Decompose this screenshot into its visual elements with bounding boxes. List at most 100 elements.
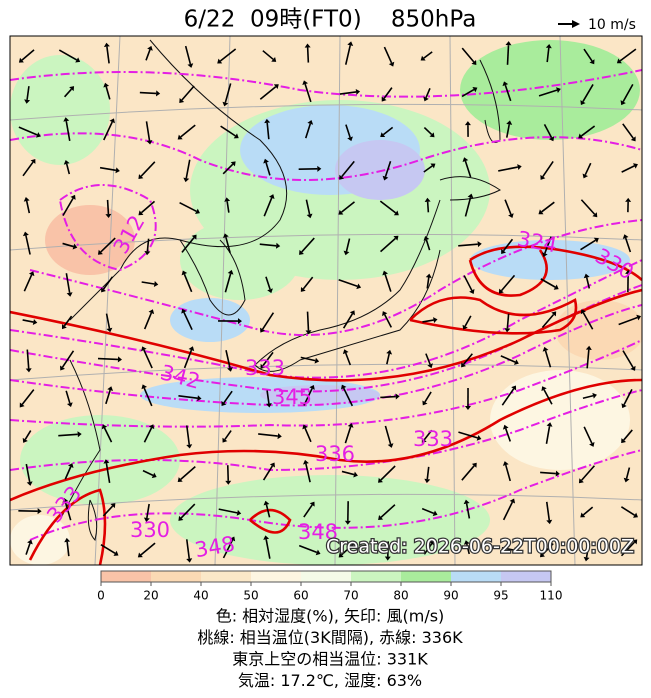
wind-arrow-head — [540, 552, 545, 558]
contour-label: 333 — [413, 427, 453, 451]
wind-arrow-head — [64, 537, 71, 543]
wind-arrow-head — [636, 314, 642, 321]
wind-arrow-shaft — [383, 46, 393, 64]
wind-arrow-head — [309, 384, 315, 390]
wind-arrow-head — [423, 236, 430, 241]
caption-line: 東京上空の相当温位: 331K — [232, 650, 428, 669]
wind-arrow-head — [393, 235, 399, 241]
wind-arrow-head — [177, 477, 183, 483]
wind-arrow-shaft — [338, 278, 358, 288]
wind-arrow-head — [622, 234, 629, 239]
wind-arrow-shaft — [63, 315, 73, 327]
wind-arrow-head — [115, 167, 120, 174]
wind-arrow-shaft — [341, 542, 355, 556]
wind-arrow-shaft — [25, 200, 31, 214]
wind-arrow-head — [471, 462, 477, 468]
wind-arrow-head — [508, 213, 514, 219]
wind-arrow-head — [433, 317, 438, 323]
wind-arrow-shaft — [143, 312, 153, 330]
wind-arrow-shaft — [25, 463, 31, 483]
wind-arrow-shaft — [58, 49, 78, 61]
wind-arrow-shaft — [502, 238, 514, 252]
wind-arrow-head — [35, 132, 41, 138]
caption: 色: 相対湿度(%), 矢印: 風(m/s) 桃線: 相当温位(3K間隔), 赤線… — [197, 607, 463, 691]
wind-arrow-head — [225, 480, 232, 485]
wind-arrow-head — [580, 100, 586, 106]
wind-arrow-head — [632, 539, 638, 545]
wind-arrow-shaft — [224, 83, 232, 103]
wind-arrow-head — [197, 395, 202, 402]
wind-arrow-shaft — [303, 388, 313, 406]
colorbar-segment — [501, 571, 551, 582]
wind-arrow-head — [422, 400, 428, 406]
wind-arrow-head — [260, 327, 266, 333]
wind-arrow-head — [580, 512, 586, 518]
wind-arrow-head — [548, 136, 555, 142]
colorbar-tick-label: 95 — [493, 589, 508, 603]
wind-arrow-shaft — [99, 166, 117, 172]
wind-arrow-head — [105, 213, 112, 219]
colorbar-tick-label: 110 — [540, 589, 563, 603]
wind-arrow-shaft — [301, 237, 315, 253]
wind-arrow-head — [67, 463, 74, 468]
wind-arrow-shaft — [302, 276, 314, 290]
wind-arrow-head — [144, 250, 151, 256]
wind-arrow-head — [356, 283, 362, 290]
caption-line: 気温: 17.2℃, 湿度: 63% — [238, 671, 422, 690]
wind-arrow-head — [355, 88, 361, 95]
wind-arrow-head — [60, 365, 66, 371]
wind-arrow-head — [186, 558, 193, 563]
wind-arrow-head — [469, 289, 475, 294]
graticule — [10, 36, 642, 565]
wind-arrow-shaft — [540, 471, 556, 475]
wind-arrow-shaft — [306, 311, 310, 331]
wind-arrow-shaft — [542, 543, 554, 555]
wind-arrow-head — [585, 345, 592, 351]
wind-arrow-head — [69, 86, 75, 92]
wind-arrow-shaft — [580, 465, 596, 481]
wind-arrow-shaft — [222, 163, 234, 175]
wind-arrow-head — [25, 368, 32, 373]
wind-arrow-shaft — [298, 544, 318, 554]
wind-arrow-head — [269, 462, 275, 468]
wind-arrow-shaft — [259, 86, 277, 100]
wind-arrow-head — [227, 367, 233, 372]
wind-arrow-shaft — [464, 197, 472, 217]
wind-arrow-shaft — [64, 501, 72, 521]
wind-arrow-shaft — [383, 87, 393, 99]
wind-arrow-head — [384, 556, 391, 561]
wind-arrow-shaft — [423, 165, 433, 173]
wind-arrow-head — [513, 359, 519, 365]
wind-arrow-head — [464, 406, 471, 411]
wind-arrow-head — [471, 60, 477, 65]
wind-arrow-head — [347, 136, 353, 142]
wind-arrow-shaft — [504, 199, 512, 215]
credit: Created: 2026-06-22T00:00:00Z — [326, 536, 634, 558]
wind-arrow-shaft — [544, 350, 552, 368]
wind-arrow-head — [222, 101, 229, 107]
colorbar-tick-label: 70 — [343, 589, 358, 603]
336k-line — [10, 245, 642, 565]
wind-arrow-head — [26, 481, 33, 486]
wind-arrow-shaft — [423, 543, 433, 555]
wind-arrow-head — [589, 441, 595, 447]
wind-arrow-head — [191, 234, 197, 240]
colorbar-segment — [301, 571, 351, 582]
wind-arrow-head — [477, 241, 482, 248]
wind-arrow-shaft — [582, 312, 594, 330]
wind-arrow-head — [509, 498, 516, 504]
contour-label: 333 — [245, 356, 285, 380]
wind-arrow-head — [263, 158, 269, 164]
wind-arrow-head — [380, 132, 386, 138]
wind-arrow-head — [353, 471, 358, 478]
wind-arrow-head — [186, 444, 193, 449]
wind-arrow-head — [395, 393, 400, 400]
wind-arrow-head — [195, 208, 200, 214]
wind-arrow-shaft — [224, 273, 232, 293]
wind-arrow-shaft — [465, 503, 471, 519]
wind-arrow-head — [236, 509, 242, 516]
wind-arrow-shaft — [223, 390, 233, 404]
wind-arrow-head — [181, 270, 188, 276]
wind-arrow-shaft — [624, 237, 632, 253]
colorbar-segment — [351, 571, 401, 582]
